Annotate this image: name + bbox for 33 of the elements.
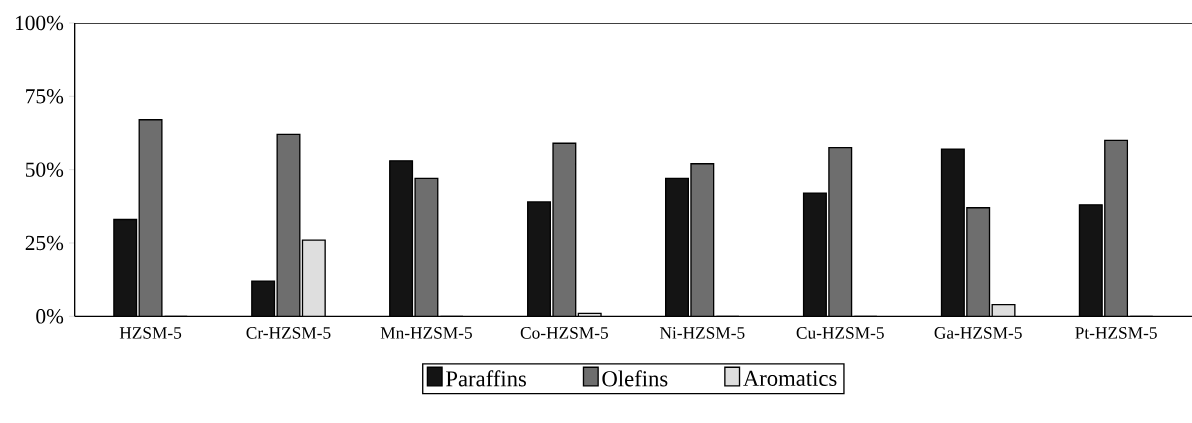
legend-label: Olefins	[602, 370, 668, 387]
bar	[803, 193, 827, 317]
x-tick-label: Ga-HZSM-5	[934, 327, 1022, 339]
bar	[302, 240, 326, 317]
x-tick-label: Cr-HZSM-5	[246, 327, 331, 339]
bar	[1078, 204, 1103, 317]
bar	[665, 178, 689, 317]
bar	[389, 160, 413, 317]
x-tick-label: Ni-HZSM-5	[659, 327, 745, 339]
bar	[690, 163, 714, 317]
y-tick-label: 25%	[25, 235, 64, 251]
bar	[277, 134, 300, 317]
y-tick-label: 100%	[15, 15, 64, 31]
x-tick-label: HZSM-5	[119, 327, 182, 339]
legend-label: Paraffins	[446, 370, 526, 387]
y-tick-label: 0%	[36, 309, 64, 324]
y-tick-label: 75%	[26, 89, 64, 104]
bar	[251, 281, 275, 317]
y-tick-label: 50%	[26, 162, 64, 177]
bar	[553, 143, 576, 317]
bar	[941, 149, 965, 317]
bar	[139, 119, 162, 317]
bar	[113, 219, 137, 317]
legend-label: Aromatics	[743, 370, 837, 386]
bar	[828, 147, 852, 317]
x-tick-label: Pt-HZSM-5	[1075, 327, 1157, 339]
x-tick-label: Cu-HZSM-5	[796, 327, 884, 339]
x-tick-label: Co-HZSM-5	[520, 327, 608, 339]
bar	[415, 178, 438, 317]
bar	[527, 201, 551, 317]
x-tick-label: Mn-HZSM-5	[380, 327, 472, 339]
bar	[1104, 139, 1129, 317]
bar	[966, 207, 990, 317]
